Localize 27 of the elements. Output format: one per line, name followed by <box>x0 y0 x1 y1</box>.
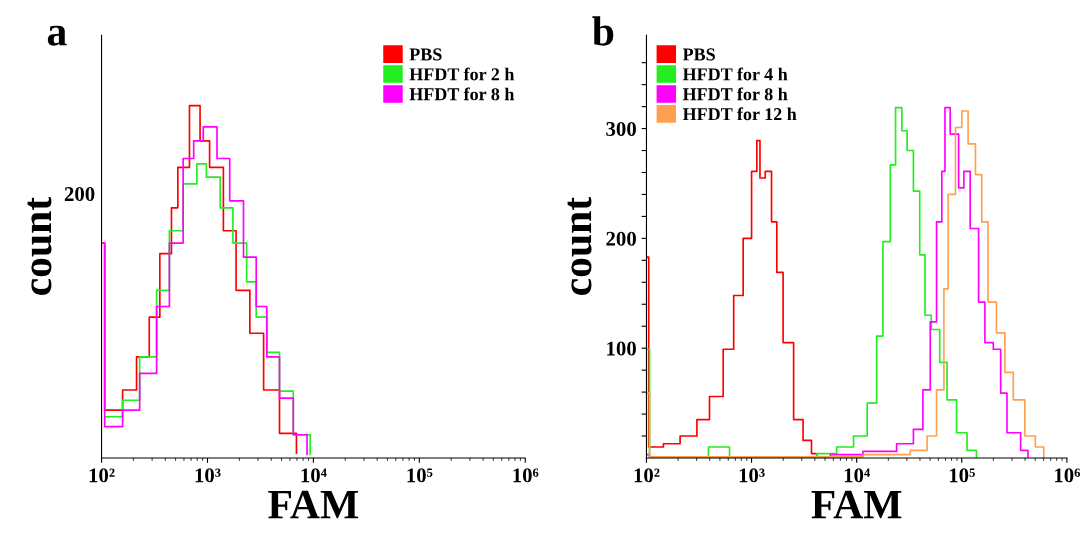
x-axis-title: FAM <box>811 490 902 519</box>
chart-title: b <box>592 16 614 46</box>
y-tick-label: 100 <box>607 341 636 356</box>
legend-label: HFDT for 4 h <box>682 67 788 81</box>
x-tick-label: 10⁵ <box>407 468 433 483</box>
y-tick-label: 300 <box>606 121 636 136</box>
legend-label: PBS <box>682 48 715 61</box>
x-tick-label: 10⁶ <box>513 468 539 483</box>
y-axis-title: count <box>27 197 52 295</box>
legend-label: PBS <box>409 48 442 61</box>
x-tick-label: 10³ <box>739 468 765 483</box>
x-tick-label: 10⁶ <box>1055 468 1081 483</box>
legend-label: HFDT for 8 h <box>682 87 788 101</box>
x-tick-label: 10⁵ <box>949 468 975 483</box>
text: 200 <box>64 187 95 202</box>
legend-label: HFDT for 12 h <box>682 107 797 121</box>
legend-label: HFDT for 2 h <box>409 67 515 81</box>
legend-label: HFDT for 8 h <box>409 87 515 101</box>
y-axis-title: count <box>567 197 592 295</box>
y-tick-label: 200 <box>606 231 636 246</box>
x-tick-label: 10³ <box>195 468 221 483</box>
x-axis-title: FAM <box>268 490 359 519</box>
x-tick-label: 10² <box>634 468 660 483</box>
x-tick-label: 10⁴ <box>844 468 871 483</box>
x-tick-label: 10⁴ <box>301 468 327 483</box>
x-tick-label: 10² <box>89 468 115 483</box>
chart-title: a <box>47 25 67 46</box>
